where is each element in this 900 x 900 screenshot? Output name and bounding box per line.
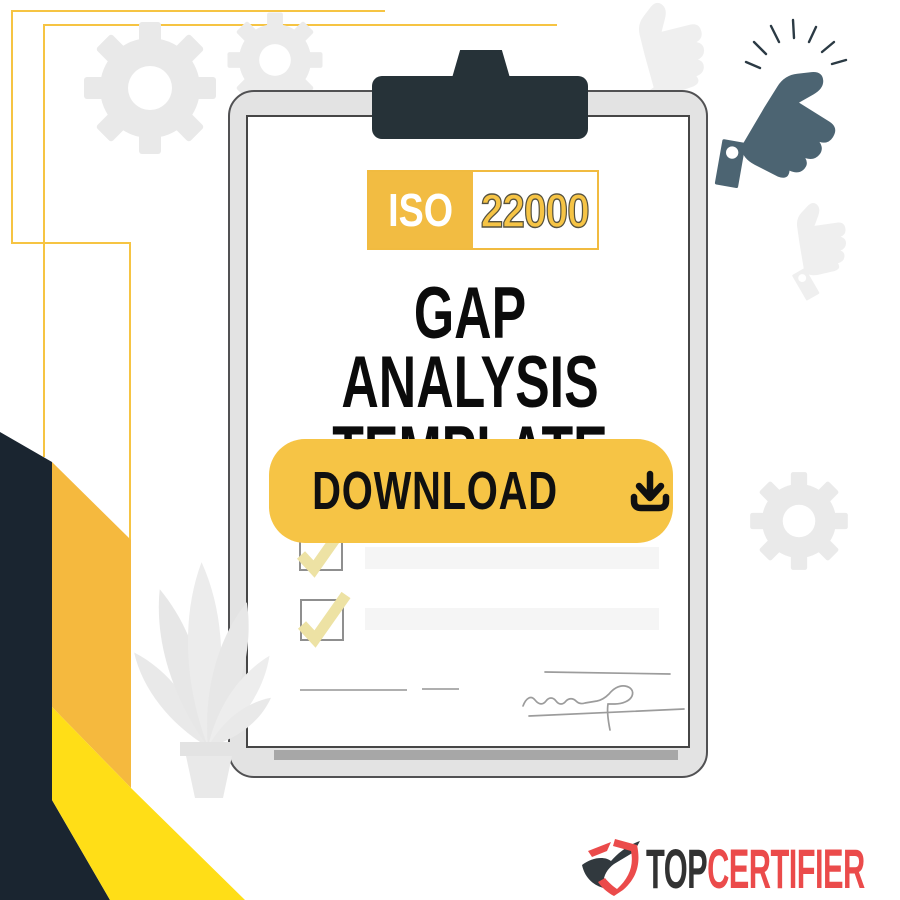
plant-illustration — [134, 562, 272, 798]
iso-number: 22000 — [480, 183, 590, 237]
burst-lines-icon — [744, 18, 848, 70]
iso-badge: ISO 22000 — [367, 170, 599, 250]
yellow-frame-lines — [11, 10, 557, 540]
ruled-line — [300, 689, 407, 691]
brand-name: TOPCERTIFIER — [646, 841, 865, 897]
clipboard-clip — [372, 76, 588, 139]
placeholder-text-bar — [365, 608, 659, 630]
gear-icon — [84, 22, 216, 154]
plant-pot — [186, 756, 232, 798]
download-button[interactable]: DOWNLOAD — [269, 439, 673, 543]
download-button-label: DOWNLOAD — [312, 461, 558, 521]
iso-label: ISO — [388, 184, 454, 236]
thumbs-up-icon — [779, 197, 856, 306]
ruled-line — [422, 688, 459, 690]
title-line-1: GAP ANALYSIS — [341, 273, 599, 424]
plant-pot-rim — [180, 742, 238, 756]
brand-name-certifier: CERTIFIER — [707, 837, 865, 900]
shield-logo-icon — [582, 839, 640, 896]
corner-decoration — [0, 432, 245, 900]
signature — [522, 671, 685, 731]
clipboard-paper: ISO 22000 GAP ANALYSIS TEMPLATE — [246, 115, 690, 748]
iso-badge-right: 22000 — [473, 172, 597, 248]
thumbs-up-icon — [695, 45, 860, 228]
checklist-row — [297, 591, 351, 648]
checkmark-icon — [297, 591, 351, 648]
placeholder-text-bar — [365, 547, 659, 569]
download-icon — [630, 470, 670, 512]
brand-name-top: TOP — [646, 837, 708, 900]
paper-shadow — [274, 750, 678, 760]
iso-badge-left: ISO — [369, 172, 473, 248]
gear-icon — [750, 472, 848, 570]
clipboard-clip-knob — [452, 50, 510, 78]
